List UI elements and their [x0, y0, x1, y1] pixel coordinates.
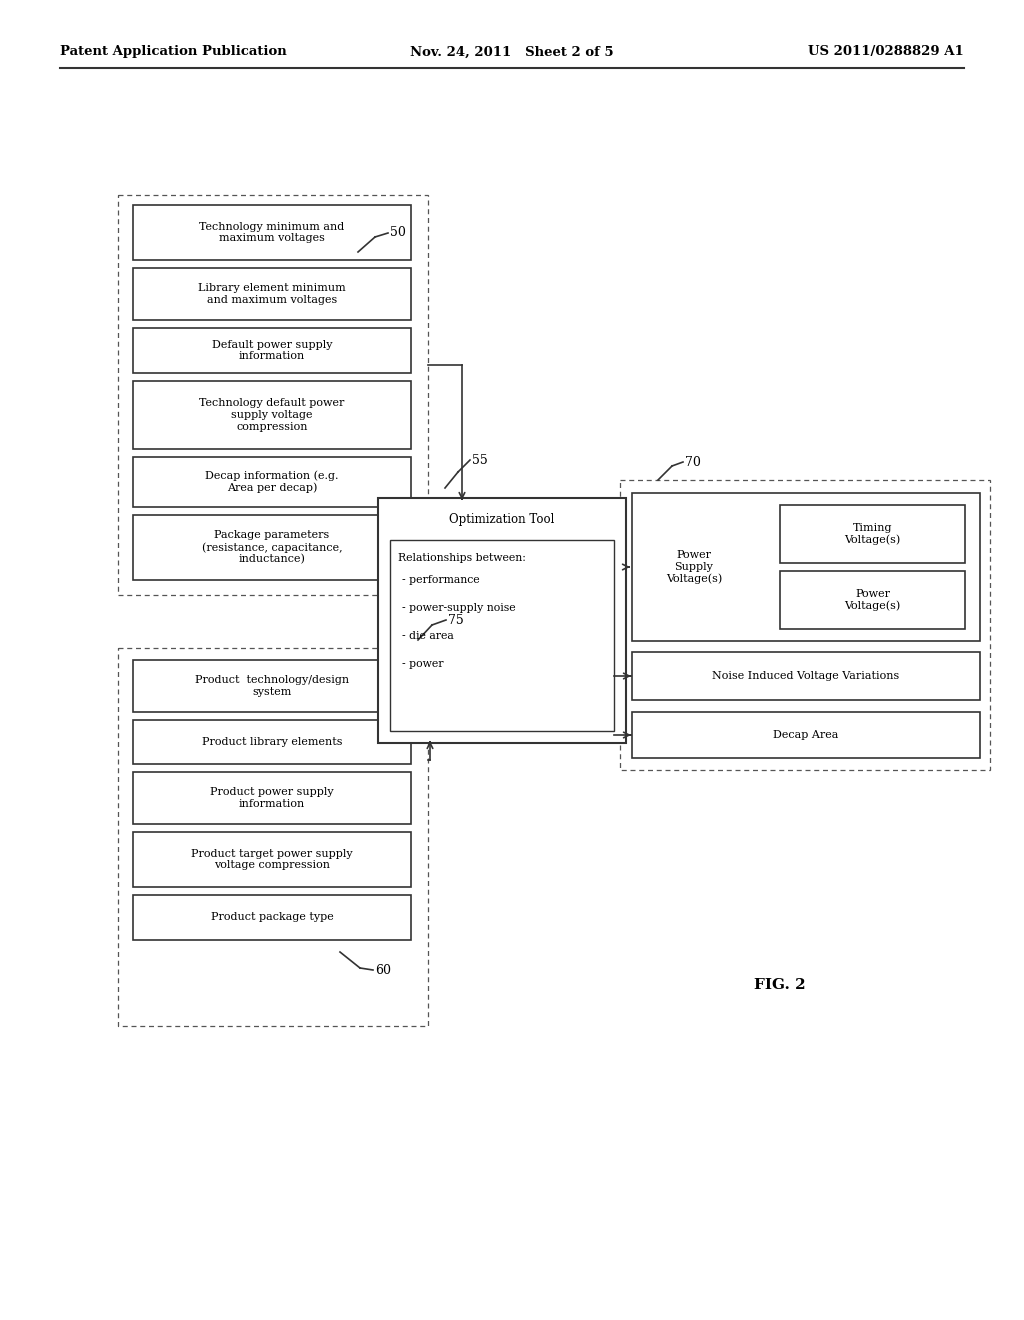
- Bar: [133, 719, 411, 764]
- Text: Product power supply
information: Product power supply information: [210, 787, 334, 809]
- Text: 55: 55: [472, 454, 487, 466]
- Text: - power: - power: [402, 659, 443, 669]
- Bar: [780, 572, 965, 630]
- Bar: [133, 832, 411, 887]
- Bar: [632, 652, 980, 700]
- Text: 75: 75: [449, 614, 464, 627]
- Bar: [378, 498, 626, 743]
- Text: Product target power supply
voltage compression: Product target power supply voltage comp…: [191, 849, 353, 870]
- Text: Patent Application Publication: Patent Application Publication: [60, 45, 287, 58]
- Text: 60: 60: [375, 964, 391, 977]
- Text: Package parameters
(resistance, capacitance,
inductance): Package parameters (resistance, capacita…: [202, 531, 342, 565]
- Text: 70: 70: [685, 455, 700, 469]
- Text: Product library elements: Product library elements: [202, 737, 342, 747]
- Bar: [632, 711, 980, 758]
- Text: Technology minimum and
maximum voltages: Technology minimum and maximum voltages: [200, 222, 345, 243]
- Bar: [118, 195, 428, 595]
- Text: Noise Induced Voltage Variations: Noise Induced Voltage Variations: [713, 671, 900, 681]
- Text: Optimization Tool: Optimization Tool: [450, 513, 555, 527]
- Bar: [133, 381, 411, 449]
- Text: - die area: - die area: [402, 631, 454, 642]
- Bar: [780, 506, 965, 564]
- Bar: [133, 895, 411, 940]
- Text: US 2011/0288829 A1: US 2011/0288829 A1: [808, 45, 964, 58]
- Bar: [133, 515, 411, 579]
- Text: Decap Area: Decap Area: [773, 730, 839, 741]
- Text: Power
Voltage(s): Power Voltage(s): [845, 589, 901, 611]
- Bar: [133, 772, 411, 824]
- Text: Product  technology/design
system: Product technology/design system: [195, 676, 349, 697]
- Bar: [133, 205, 411, 260]
- Bar: [133, 327, 411, 374]
- Bar: [133, 268, 411, 319]
- Bar: [620, 480, 990, 770]
- Text: Decap information (e.g.
Area per decap): Decap information (e.g. Area per decap): [205, 471, 339, 494]
- Text: Library element minimum
and maximum voltages: Library element minimum and maximum volt…: [198, 284, 346, 305]
- Text: Default power supply
information: Default power supply information: [212, 339, 332, 362]
- Text: Power
Supply
Voltage(s): Power Supply Voltage(s): [666, 550, 722, 583]
- Bar: [390, 540, 614, 731]
- Text: - power-supply noise: - power-supply noise: [402, 603, 516, 612]
- Text: - performance: - performance: [402, 576, 479, 585]
- Text: Technology default power
supply voltage
compression: Technology default power supply voltage …: [200, 399, 345, 432]
- Text: Timing
Voltage(s): Timing Voltage(s): [845, 523, 901, 545]
- Text: Product package type: Product package type: [211, 912, 334, 923]
- Text: Nov. 24, 2011   Sheet 2 of 5: Nov. 24, 2011 Sheet 2 of 5: [411, 45, 613, 58]
- Bar: [632, 492, 980, 642]
- Text: FIG. 2: FIG. 2: [755, 978, 806, 993]
- Text: 50: 50: [390, 227, 406, 239]
- Text: Relationships between:: Relationships between:: [398, 553, 526, 564]
- Bar: [118, 648, 428, 1026]
- Bar: [133, 660, 411, 711]
- Bar: [133, 457, 411, 507]
